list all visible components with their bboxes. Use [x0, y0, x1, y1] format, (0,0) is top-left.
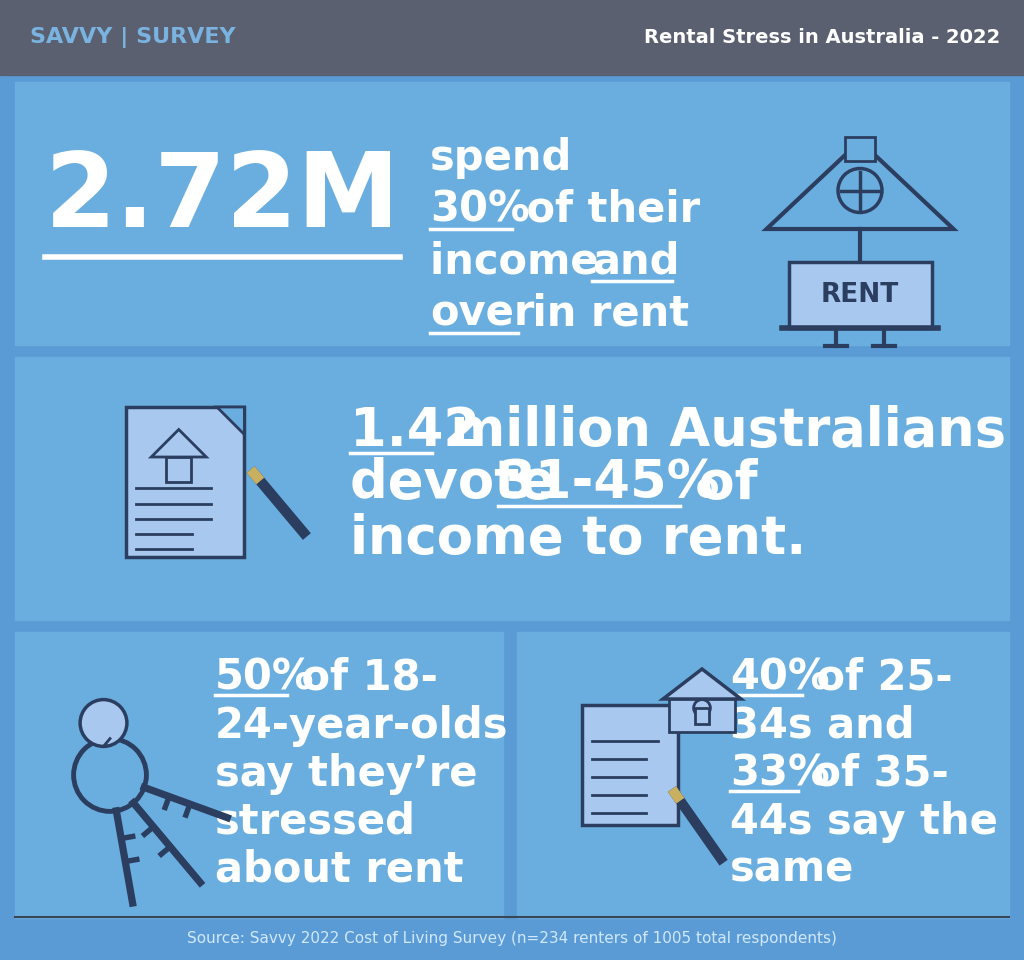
Bar [669, 699, 735, 732]
Text: of 25-: of 25- [802, 657, 952, 699]
Text: of: of [680, 458, 758, 510]
Text: 31-45%: 31-45% [498, 458, 720, 510]
Text: same: same [730, 849, 854, 891]
Bar [517, 632, 1009, 918]
Text: and: and [592, 241, 680, 283]
Bar [845, 136, 876, 160]
Text: of their: of their [512, 189, 700, 231]
Text: 1.42: 1.42 [350, 404, 480, 457]
Bar [15, 632, 503, 918]
Text: income to rent.: income to rent. [350, 513, 806, 564]
Text: 50%: 50% [215, 657, 314, 699]
Text: RENT: RENT [821, 282, 899, 308]
Text: 30%: 30% [430, 189, 529, 231]
Text: 33%: 33% [730, 753, 829, 795]
Text: 34s and: 34s and [730, 705, 914, 747]
Text: Rental Stress in Australia - 2022: Rental Stress in Australia - 2022 [644, 28, 1000, 47]
Polygon shape [663, 669, 741, 699]
Text: say they’re: say they’re [215, 753, 477, 795]
Text: spend: spend [430, 137, 572, 179]
Bar [0, 0, 1024, 75]
Text: devote: devote [350, 458, 573, 510]
Circle shape [80, 700, 127, 747]
Text: 2.72M: 2.72M [45, 148, 400, 249]
Text: 44s say the: 44s say the [730, 801, 997, 843]
Bar [166, 457, 191, 482]
Bar [582, 705, 678, 825]
Text: about rent: about rent [215, 849, 464, 891]
Text: Source: Savvy 2022 Cost of Living Survey (n=234 renters of 1005 total respondent: Source: Savvy 2022 Cost of Living Survey… [187, 930, 837, 946]
Text: income: income [430, 241, 613, 283]
Text: of 35-: of 35- [798, 753, 949, 795]
Text: 24-year-olds: 24-year-olds [215, 705, 509, 747]
Bar [15, 357, 1009, 620]
Bar [126, 407, 245, 557]
Bar [695, 708, 710, 724]
Text: of 18-: of 18- [287, 657, 438, 699]
Text: million Australians: million Australians [432, 404, 1007, 457]
Polygon shape [217, 407, 245, 435]
Text: over: over [430, 293, 535, 335]
Text: in rent: in rent [518, 293, 689, 335]
Text: SAVVY | SURVEY: SAVVY | SURVEY [30, 27, 236, 48]
Bar [788, 262, 932, 328]
Bar [15, 82, 1009, 345]
Text: 40%: 40% [730, 657, 829, 699]
Polygon shape [767, 141, 953, 229]
Circle shape [838, 169, 882, 212]
Text: stressed: stressed [215, 801, 416, 843]
